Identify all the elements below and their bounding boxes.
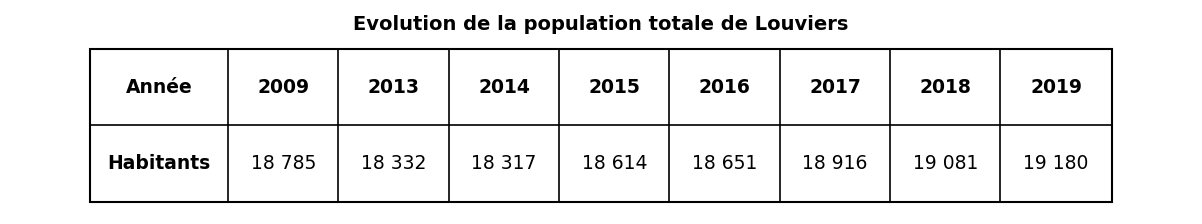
Text: 18 317: 18 317	[471, 154, 536, 173]
Text: 2014: 2014	[478, 78, 530, 97]
Text: Evolution de la population totale de Louviers: Evolution de la population totale de Lou…	[353, 15, 849, 34]
Text: 18 916: 18 916	[802, 154, 868, 173]
Text: Année: Année	[126, 78, 192, 97]
Text: 2015: 2015	[588, 78, 641, 97]
Text: 2018: 2018	[920, 78, 971, 97]
Text: 18 651: 18 651	[692, 154, 757, 173]
Text: 2017: 2017	[809, 78, 861, 97]
Text: 2019: 2019	[1030, 78, 1082, 97]
Text: 18 614: 18 614	[582, 154, 647, 173]
Text: 2013: 2013	[368, 78, 419, 97]
Text: 19 081: 19 081	[912, 154, 978, 173]
Text: 2009: 2009	[257, 78, 309, 97]
Text: Habitants: Habitants	[107, 154, 210, 173]
Text: 18 785: 18 785	[250, 154, 316, 173]
Text: 18 332: 18 332	[361, 154, 427, 173]
Text: 2016: 2016	[698, 78, 750, 97]
Text: 19 180: 19 180	[1023, 154, 1089, 173]
